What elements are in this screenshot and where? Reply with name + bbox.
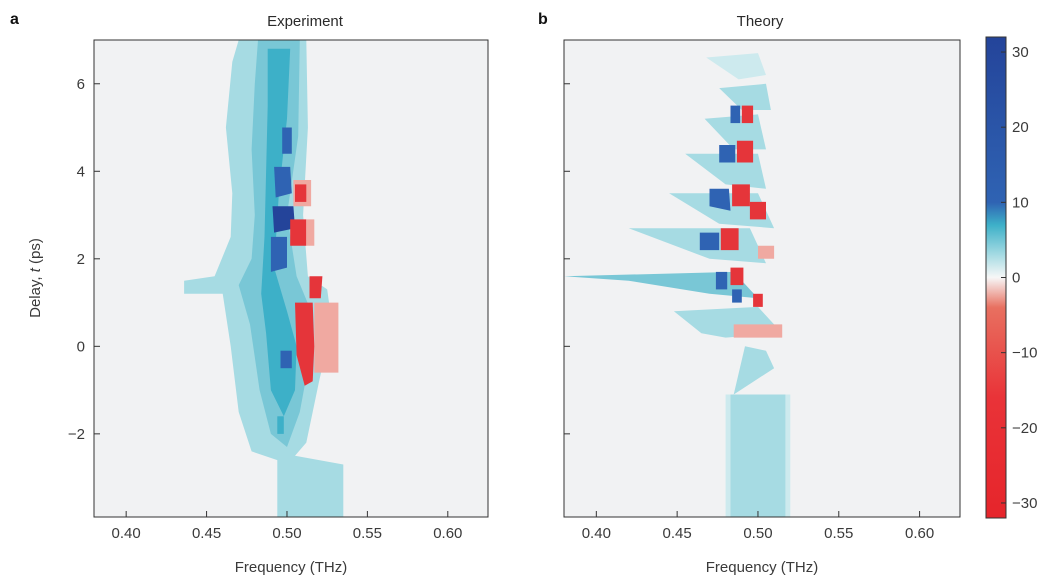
panel-theory: b Theory 0.40 0.45 0.50 0.55 0.60 Frequency … [538,11,961,575]
colorbar-tick-label: −10 [1012,345,1037,362]
heatmap-region-cyan-mid [564,271,758,299]
colorbar: 30 20 10 0 −10 −20 −30 [985,36,1037,519]
heatmap-region-blue [282,127,292,154]
x-tick-label: 0.55 [353,525,382,542]
heatmap-region-cyan [733,346,775,395]
colorbar-ticks: 30 20 10 0 −10 −20 −30 [1001,44,1037,512]
heatmap-region-blue [280,350,292,369]
heatmap-region-blue [709,188,731,211]
plot-frame-b [563,39,961,518]
x-tick-label: 0.40 [582,525,611,542]
heatmap-region-blue [270,236,287,272]
heatmap-region-blue [274,166,292,198]
heatmap-regions-b [564,53,791,517]
y-axis-title-suffix: (ps) [27,238,44,268]
heatmap-region-blue [715,271,728,290]
y-tick-label: 6 [77,76,85,93]
panel-experiment: a Experiment 0.40 0.45 0.50 0.55 0.60 −2 0 2 4 6… [10,11,489,575]
x-axis-title-b: Frequency (THz) [706,559,819,575]
heatmap-region-red [295,184,307,202]
heatmap-region-blue-dark [272,206,295,233]
colorbar-tick-label: −20 [1012,420,1037,437]
x-tick-label: 0.50 [743,525,772,542]
heatmap-region-red-light [758,245,775,259]
y-tick-label: 4 [77,163,85,180]
heatmap-region-cyan-dark [261,48,297,417]
x-tick-label: 0.40 [112,525,141,542]
x-tick-label: 0.55 [824,525,853,542]
panel-title-theory: Theory [737,13,784,30]
y-tick-label: −2 [68,426,85,443]
heatmap-regions-a [184,40,344,517]
heatmap-region-red [720,228,739,251]
x-tick-label: 0.50 [272,525,301,542]
plot-frame-a [93,39,489,518]
x-tick-label: 0.45 [192,525,221,542]
heatmap-region-red [736,140,754,163]
heatmap-region-red-light [314,302,339,373]
y-axis-a: −2 0 2 4 6 [68,76,100,443]
colorbar-tick-label: 0 [1012,270,1020,287]
heatmap-region-red [309,276,323,299]
y-axis-title-prefix: Delay, [27,272,44,318]
y-axis-b [564,83,570,435]
x-axis-a: 0.40 0.45 0.50 0.55 0.60 [112,511,462,542]
x-tick-label: 0.60 [433,525,462,542]
heatmap-region-blue [730,105,741,124]
heatmap-region-red [295,302,315,386]
heatmap-region-red [741,105,754,124]
heatmap-region-red [732,184,750,207]
panel-letter-a: a [10,11,19,28]
heatmap-region-cyan-dark [277,416,284,434]
colorbar-tick-label: −30 [1012,495,1037,512]
heatmap-region-red [753,293,763,307]
heatmap-region-red-light [306,219,315,246]
heatmap-region-red [749,201,766,220]
heatmap-region-cyan [719,83,771,110]
heatmap-region-blue [732,289,742,303]
heatmap-region-red [730,267,744,286]
y-axis-title-var: t [27,267,44,272]
heatmap-region-red [290,219,307,246]
colorbar-tick-label: 10 [1012,194,1029,211]
heatmap-region-cyan-light [706,53,766,80]
heatmap-region-cyan [730,394,786,517]
heatmap-region-cyan [704,114,766,150]
y-tick-label: 2 [77,251,85,268]
heatmap-region-cyan [685,153,766,189]
panel-title-experiment: Experiment [267,13,344,30]
x-axis-title-a: Frequency (THz) [235,559,348,575]
heatmap-region-blue [719,145,736,163]
heatmap-region-red-light [733,324,783,338]
x-tick-label: 0.60 [905,525,934,542]
colorbar-tick-label: 30 [1012,44,1029,61]
panel-letter-b: b [538,11,548,28]
y-tick-label: 0 [77,338,85,355]
x-tick-label: 0.45 [663,525,692,542]
y-axis-title-a: Delay, t (ps) [27,238,44,318]
heatmap-region-blue [699,232,720,251]
x-axis-b: 0.40 0.45 0.50 0.55 0.60 [582,511,934,542]
colorbar-tick-label: 20 [1012,119,1029,136]
